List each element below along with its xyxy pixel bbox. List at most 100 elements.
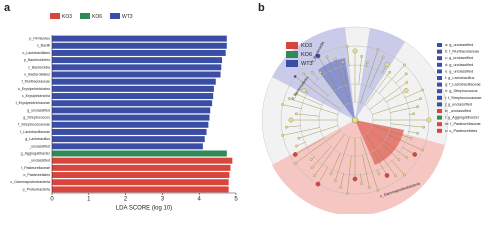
node — [384, 62, 390, 67]
sector — [355, 28, 405, 120]
node — [405, 81, 409, 84]
legend-label: WT3 — [122, 14, 133, 20]
node — [285, 125, 288, 129]
node — [421, 148, 424, 152]
bar — [52, 143, 203, 150]
node — [302, 72, 306, 76]
node — [293, 162, 297, 165]
key-label: e: g_unclassified — [445, 69, 473, 73]
x-tick-label: 3 — [161, 197, 165, 203]
branch — [303, 73, 329, 97]
node — [333, 179, 337, 183]
node — [412, 152, 418, 157]
node — [315, 181, 321, 187]
node — [384, 173, 390, 178]
node — [409, 136, 413, 140]
key-label: i: f_Streptococcaceae — [445, 96, 482, 100]
key-swatch — [437, 43, 442, 47]
branch — [326, 56, 334, 71]
bar — [52, 71, 221, 78]
node — [292, 152, 298, 157]
branch — [312, 72, 320, 81]
branch — [317, 166, 329, 185]
branch — [295, 130, 341, 164]
branch — [381, 143, 399, 160]
node — [376, 189, 380, 192]
y-tick-label: f_Lactobacillaceae — [20, 130, 50, 134]
x-tick-label: 2 — [124, 197, 128, 203]
key-label: k: _unclassified — [445, 109, 471, 113]
y-tick-label: c_Bacteroidia — [28, 65, 50, 69]
node — [297, 136, 301, 140]
node — [416, 105, 419, 109]
node — [412, 112, 416, 116]
y-tick-label: g_Lactobacillus — [25, 137, 50, 141]
y-tick-label: f_Pasteurellaceae — [21, 166, 50, 170]
node — [295, 92, 298, 96]
panel-label: a — [4, 2, 11, 14]
branch — [390, 123, 424, 128]
node — [397, 158, 401, 161]
x-axis-label: LDA SCORE (log 10) — [116, 206, 172, 212]
node — [394, 174, 397, 178]
x-tick-label: 1 — [87, 197, 91, 203]
y-tick-label: f_Erysipelotrichaceae — [16, 101, 50, 105]
key-swatch — [437, 122, 442, 127]
node — [295, 144, 298, 148]
branch — [372, 151, 388, 176]
node — [310, 71, 314, 74]
branch — [282, 104, 303, 109]
branch — [390, 159, 405, 176]
node — [403, 88, 409, 93]
node — [422, 125, 425, 129]
node — [309, 158, 313, 161]
sector — [272, 27, 355, 120]
y-tick-label: f_Streptococcaceae — [18, 123, 50, 127]
key-swatch — [437, 128, 442, 133]
node — [376, 48, 380, 51]
key-swatch — [437, 102, 442, 107]
key-swatch — [437, 82, 442, 87]
key-swatch — [437, 95, 442, 100]
x-tick-label: 4 — [198, 197, 202, 203]
legend-label: KO3 — [62, 14, 72, 20]
node — [341, 60, 345, 64]
branch — [282, 127, 320, 136]
y-tick-label: o_Bacteroidales — [24, 72, 50, 76]
bar — [52, 179, 229, 186]
branch — [342, 62, 348, 85]
bar — [52, 172, 230, 179]
sector — [272, 120, 445, 214]
sector — [355, 120, 404, 165]
node — [329, 172, 333, 176]
node — [313, 174, 316, 178]
branch — [372, 125, 412, 139]
branch — [330, 152, 341, 174]
node — [365, 60, 369, 64]
node — [388, 70, 392, 74]
bar — [52, 93, 214, 100]
y-tick-label: p_Bacteroidetes — [24, 58, 50, 62]
branch — [335, 137, 350, 181]
key-label: m: f_Pasteurellaceae — [445, 122, 481, 126]
node — [367, 186, 371, 189]
legend-swatch — [50, 13, 60, 19]
key-label: b: f_Muribaculaceae — [445, 50, 479, 54]
node — [416, 131, 419, 135]
root-node — [351, 116, 359, 124]
branch — [369, 56, 384, 88]
key-swatch — [437, 89, 442, 94]
y-tick-label: c_Gammaproteobacteria — [10, 180, 50, 184]
key-swatch — [437, 62, 442, 67]
branch — [295, 137, 324, 155]
y-tick-label: c_Bacilli — [37, 44, 50, 48]
legend-label: WT3 — [301, 61, 313, 67]
branch — [296, 113, 320, 117]
branch — [286, 125, 302, 128]
branch — [314, 134, 345, 176]
branch — [358, 56, 362, 85]
node — [360, 182, 364, 185]
branch — [387, 134, 423, 151]
node — [381, 55, 385, 59]
bar — [52, 35, 227, 42]
